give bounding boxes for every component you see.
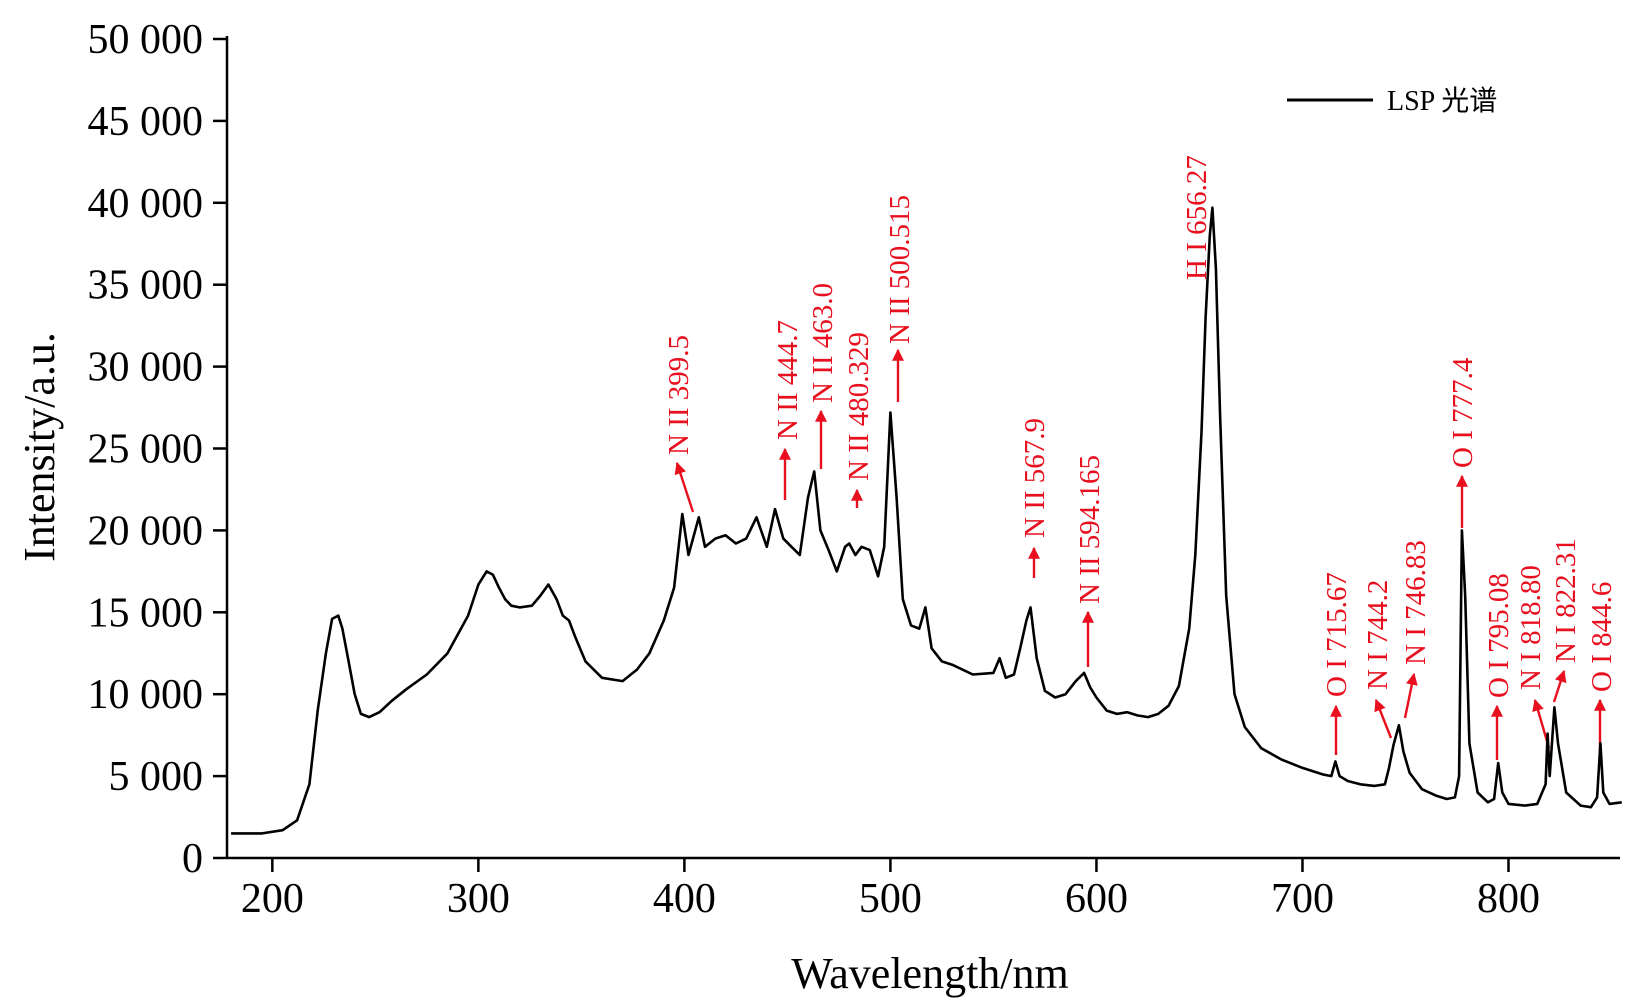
y-tick-label: 35 000: [88, 263, 204, 309]
y-tick-label: 25 000: [88, 427, 204, 473]
legend-label: LSP 光谱: [1387, 85, 1497, 117]
legend: LSP 光谱: [1287, 85, 1497, 117]
annotation-arrow: [674, 461, 695, 513]
x-tick-label: 200: [241, 876, 304, 922]
peak-annotation-label: N II 500.515: [884, 195, 916, 344]
peak-annotation-label: N I 818.80: [1515, 565, 1547, 690]
x-tick-label: 500: [859, 876, 922, 922]
y-ticks: 0 5 000 10 000 15 000 20 000 25 000 30 000 35 0…: [88, 17, 227, 882]
annotation-arrow: [1374, 698, 1393, 739]
peak-annotation-label: N II 444.7: [772, 320, 804, 440]
peak-annotation-label: N II 463.0: [807, 283, 839, 403]
peak-annotation-label: N II 594.165: [1074, 455, 1106, 604]
peak-annotation-label: O I 777.4: [1447, 357, 1479, 468]
y-tick-label: 50 000: [88, 17, 204, 63]
peak-annotation-label: N I 744.2: [1362, 580, 1394, 690]
peak-annotation-label: N I 822.31: [1550, 538, 1582, 663]
y-tick-label: 20 000: [88, 508, 204, 554]
peak-annotation-label: N II 480.329: [843, 332, 875, 481]
y-tick-label: 10 000: [88, 672, 204, 718]
annotation-arrow: [1403, 672, 1418, 719]
x-tick-label: 700: [1271, 876, 1334, 922]
annotation-layer: N II 399.5 N II 444.7 N II 463.0 N II 480.3…: [663, 155, 1618, 760]
x-axis-title: Wavelength/nm: [791, 949, 1069, 998]
x-tick-label: 400: [653, 876, 716, 922]
x-tick-label: 300: [447, 876, 510, 922]
peak-annotation-label: N II 567.9: [1019, 418, 1051, 538]
x-tick-label: 600: [1065, 876, 1128, 922]
x-ticks: 200 300 400 500 600 700 800: [241, 858, 1540, 922]
peak-annotation-label: O I 715.67: [1321, 572, 1353, 697]
annotation-arrow: [1552, 669, 1567, 703]
y-tick-label: 45 000: [88, 99, 204, 145]
peak-annotation-label: N I 746.83: [1400, 540, 1432, 665]
x-tick-label: 800: [1477, 876, 1540, 922]
peak-annotation-label: O I 795.08: [1483, 573, 1515, 698]
y-tick-label: 0: [182, 836, 203, 882]
peak-annotation-label: O I 844.6: [1586, 582, 1618, 692]
y-tick-label: 40 000: [88, 181, 204, 227]
y-tick-label: 30 000: [88, 345, 204, 391]
y-tick-label: 5 000: [109, 754, 204, 800]
peak-annotation-label: N II 399.5: [663, 335, 695, 455]
y-tick-label: 15 000: [88, 590, 204, 636]
series-line: [231, 206, 1622, 835]
y-axis-title: Intensity/a.u.: [15, 332, 64, 562]
